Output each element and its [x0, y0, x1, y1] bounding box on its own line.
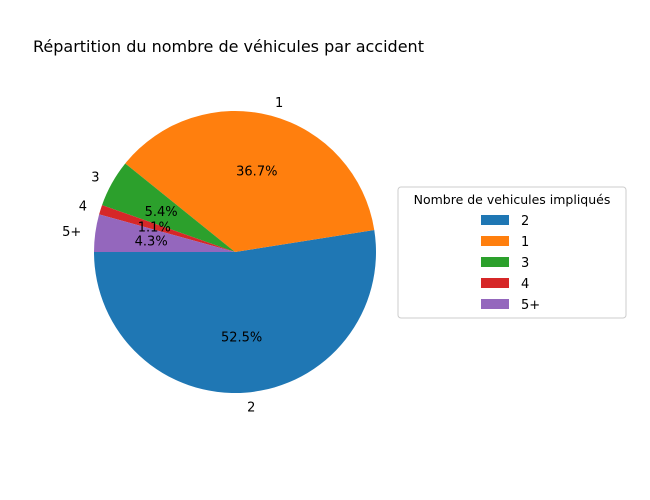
- pie-slice-5+: [94, 214, 235, 252]
- legend-label-4: 4: [521, 277, 529, 292]
- slice-pct-3: 5.4%: [145, 205, 178, 220]
- pie-slice-2: [94, 229, 376, 393]
- slice-pct-5+: 4.3%: [135, 235, 168, 250]
- slice-label-5+: 5+: [62, 225, 81, 240]
- slice-label-3: 3: [91, 170, 99, 185]
- pie-slice-4: [99, 205, 235, 252]
- pie-slice-1: [125, 110, 375, 252]
- legend-swatch-4: [481, 278, 509, 288]
- legend-swatch-1: [481, 236, 509, 246]
- legend-label-2: 2: [521, 214, 529, 229]
- legend-items: 2 1 3 4 5+: [481, 214, 540, 313]
- slice-pct-1: 36.7%: [236, 164, 277, 179]
- pie-slice-3: [102, 163, 236, 252]
- chart-title: Répartition du nombre de véhicules par a…: [33, 37, 424, 56]
- legend-label-5+: 5+: [521, 298, 540, 313]
- legend-swatch-3: [481, 257, 509, 267]
- slice-label-4: 4: [79, 199, 87, 214]
- slice-label-1: 1: [275, 96, 283, 111]
- legend-frame: [397, 186, 627, 319]
- legend-swatch-5+: [481, 299, 509, 309]
- slice-label-2: 2: [247, 401, 255, 416]
- pie-labels: 2 52.5% 1 36.7% 3 5.4% 4 1.1% 5+ 4.3%: [62, 96, 283, 415]
- slice-pct-4: 1.1%: [138, 221, 171, 236]
- legend: Nombre de vehicules impliqués 2 1 3 4 5+: [397, 186, 627, 319]
- pie-slices: [94, 110, 376, 393]
- legend-title: Nombre de vehicules impliqués: [414, 192, 611, 207]
- legend-label-1: 1: [521, 235, 529, 250]
- legend-label-3: 3: [521, 256, 529, 271]
- legend-swatch-2: [481, 215, 509, 225]
- slice-pct-2: 52.5%: [221, 330, 262, 345]
